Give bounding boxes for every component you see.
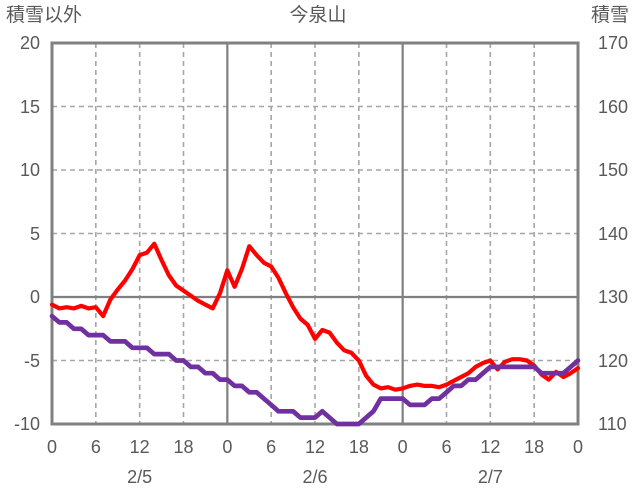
plot-border xyxy=(50,41,580,426)
x-axis-day-label: 2/5 xyxy=(127,467,153,487)
x-axis-hour-tick-label: 18 xyxy=(524,437,545,457)
left-axis-tick-label: 10 xyxy=(19,160,40,180)
chart-title: 今泉山 xyxy=(289,5,347,26)
right-axis-tick-label: 110 xyxy=(598,414,627,434)
x-axis-day-label: 2/7 xyxy=(477,467,503,487)
x-axis-hour-tick-label: 0 xyxy=(572,437,583,457)
x-axis-hour-tick-label: 0 xyxy=(222,437,233,457)
x-axis-hour-tick-label: 18 xyxy=(173,437,194,457)
series-other-than-snow-line xyxy=(49,241,581,392)
x-axis-hour-tick-label: 12 xyxy=(129,437,150,457)
right-axis-tick-label: 130 xyxy=(598,287,629,307)
right-axis-tick-label: 120 xyxy=(598,350,629,371)
right-axis-tick-label: 170 xyxy=(598,33,629,53)
right-axis-tick-label: 140 xyxy=(598,223,629,244)
x-axis-hour-tick-label: 12 xyxy=(304,437,326,457)
left-axis-tick-label: 20 xyxy=(19,33,40,53)
x-axis-hour-tick-label: 6 xyxy=(441,437,452,457)
left-axis-title: 積雪以外 xyxy=(6,5,83,26)
x-axis-hour-tick-label: 18 xyxy=(348,437,369,457)
x-axis-hour-tick-label: 6 xyxy=(90,437,101,457)
left-axis-tick-label: -5 xyxy=(23,350,40,371)
right-axis-tick-label: 150 xyxy=(598,160,629,180)
x-axis-hour-tick-label: 12 xyxy=(480,437,501,457)
left-axis-tick-label: 15 xyxy=(19,96,40,117)
x-axis-day-label: 2/6 xyxy=(302,467,328,487)
left-axis-tick-label: -10 xyxy=(13,414,40,434)
x-axis-hour-tick-label: 6 xyxy=(266,437,277,457)
right-axis-title: 積雪 xyxy=(590,5,629,26)
x-axis-hour-tick-label: 0 xyxy=(46,437,57,457)
left-axis-tick-label: 0 xyxy=(29,287,40,307)
left-axis-tick-label: 5 xyxy=(29,223,40,244)
series-snow-depth-line xyxy=(49,313,581,427)
right-axis-tick-label: 160 xyxy=(598,96,629,117)
x-axis-hour-tick-label: 0 xyxy=(397,437,408,457)
